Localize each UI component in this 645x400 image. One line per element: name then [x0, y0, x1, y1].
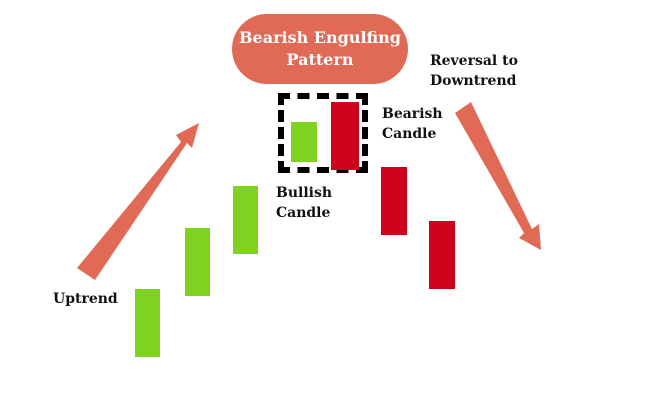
reversal-label: Reversal to Downtrend	[430, 51, 518, 91]
uptrend-arrow-icon	[77, 123, 199, 280]
reversal-label-line1: Reversal to	[430, 53, 518, 69]
bullish-candle-3	[233, 186, 258, 254]
bullish-candle-label-line1: Bullish	[276, 185, 333, 201]
bullish-candle-label-line2: Candle	[276, 205, 331, 221]
uptrend-label-text: Uptrend	[53, 291, 118, 307]
pattern-title-line1: Bearish Engulfing	[239, 28, 401, 47]
engulfing-pattern-highlight-box	[278, 93, 368, 173]
uptrend-label: Uptrend	[53, 289, 118, 309]
pattern-title-line2: Pattern	[286, 50, 354, 69]
bullish-candle-label: Bullish Candle	[276, 183, 332, 223]
bullish-candle-highlighted	[291, 122, 317, 162]
bearish-candle-engulfing	[331, 102, 359, 170]
pattern-title-badge: Bearish Engulfing Pattern	[232, 14, 408, 84]
bearish-candle-label-line2: Candle	[382, 126, 437, 142]
bearish-candle-3	[429, 221, 455, 289]
bearish-candle-2	[381, 167, 407, 235]
reversal-label-line2: Downtrend	[430, 73, 517, 89]
downtrend-arrow-icon	[455, 102, 541, 250]
bearish-candle-label-line1: Bearish	[382, 106, 443, 122]
bearish-candle-label: Bearish Candle	[382, 104, 443, 144]
bullish-candle-2	[185, 228, 210, 296]
bullish-candle-1	[135, 289, 160, 357]
